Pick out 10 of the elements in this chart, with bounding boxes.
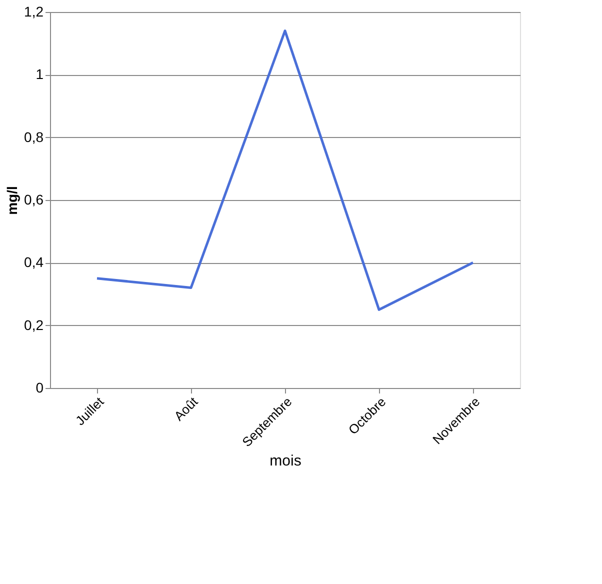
y-tick-label: 0,4 — [24, 254, 44, 270]
y-tick-label: 0,6 — [24, 192, 44, 208]
line-series — [96, 30, 474, 311]
y-tick-label: 1,2 — [24, 4, 44, 20]
y-tick-label: 0 — [36, 380, 44, 396]
y-tick-label: 1 — [36, 66, 44, 82]
x-axis-title: mois — [270, 452, 302, 470]
y-axis-title: mg/l — [4, 186, 20, 215]
y-tick-label: 0,8 — [24, 128, 44, 145]
y-tick-label: 0,2 — [24, 316, 44, 333]
